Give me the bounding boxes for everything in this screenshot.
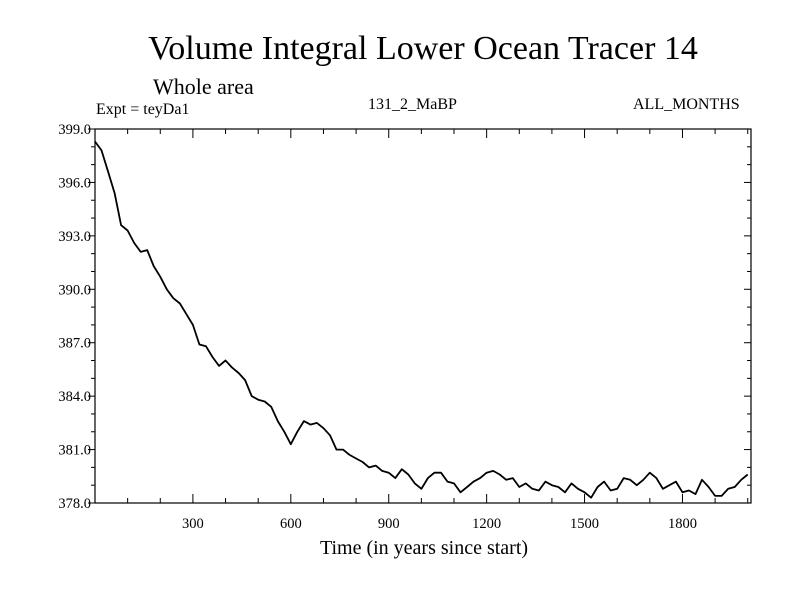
x-tick-label: 1200 [472,516,501,532]
chart-title: Volume Integral Lower Ocean Tracer 14 [148,30,698,67]
experiment-label: Expt = teyDa1 [96,101,190,118]
y-tick-label: 393.0 [58,229,91,245]
x-tick-label: 300 [182,516,204,532]
x-tick-label: 1500 [570,516,599,532]
months-label: ALL_MONTHS [633,96,740,113]
x-tick-label: 900 [378,516,400,532]
chart-subtitle: Whole area [153,74,254,99]
y-tick-label: 390.0 [58,282,91,298]
x-tick-label: 600 [280,516,302,532]
y-tick-label: 387.0 [58,336,91,352]
y-tick-label: 381.0 [58,443,91,459]
run-label: 131_2_MaBP [368,96,457,113]
y-tick-label: 384.0 [58,389,91,405]
x-tick-label: 1800 [668,516,697,532]
plot-frame [94,128,752,504]
x-axis-label: Time (in years since start) [319,537,529,559]
y-tick-label: 399.0 [58,122,91,138]
y-tick-label: 396.0 [58,175,91,191]
y-tick-label: 378.0 [58,496,91,512]
series-line [94,140,749,499]
